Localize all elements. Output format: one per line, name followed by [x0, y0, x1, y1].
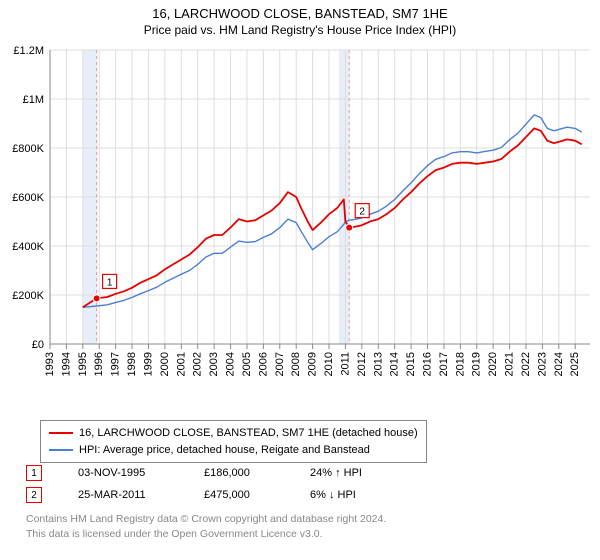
- table-row: 1 03-NOV-1995 £186,000 24% ↑ HPI: [26, 462, 390, 484]
- svg-text:2010: 2010: [323, 352, 335, 376]
- svg-text:£400K: £400K: [12, 241, 44, 253]
- svg-text:£1.2M: £1.2M: [13, 45, 44, 57]
- chart-title: 16, LARCHWOOD CLOSE, BANSTEAD, SM7 1HE: [0, 6, 600, 21]
- marker-date: 03-NOV-1995: [78, 467, 168, 479]
- svg-text:2013: 2013: [372, 352, 384, 376]
- svg-text:1995: 1995: [77, 352, 89, 376]
- marker-relative: 6% ↓ HPI: [310, 489, 390, 501]
- line-chart: £0 £200K £400K £600K £800K £1M £1.2M 1993 1994 19…: [0, 44, 600, 414]
- marker-price: £186,000: [204, 467, 274, 479]
- chart-area: £0 £200K £400K £600K £800K £1M £1.2M 1993 1994 19…: [0, 44, 600, 414]
- svg-text:2022: 2022: [520, 352, 532, 376]
- svg-text:£0: £0: [32, 339, 44, 351]
- svg-text:2025: 2025: [569, 352, 581, 376]
- legend-label: HPI: Average price, detached house, Reig…: [79, 442, 370, 459]
- svg-text:1998: 1998: [126, 352, 138, 376]
- svg-text:1994: 1994: [60, 352, 72, 376]
- legend-swatch: [49, 432, 73, 434]
- svg-text:2001: 2001: [175, 352, 187, 376]
- svg-text:£600K: £600K: [12, 192, 44, 204]
- svg-text:2024: 2024: [553, 352, 565, 376]
- svg-text:1: 1: [107, 277, 113, 288]
- marker-badge: 1: [26, 465, 42, 481]
- svg-text:2021: 2021: [504, 352, 516, 376]
- svg-text:1997: 1997: [110, 352, 122, 376]
- marker-price: £475,000: [204, 489, 274, 501]
- svg-text:2017: 2017: [438, 352, 450, 376]
- svg-text:£1M: £1M: [23, 94, 44, 106]
- svg-text:2019: 2019: [471, 352, 483, 376]
- footer: Contains HM Land Registry data © Crown c…: [26, 512, 386, 541]
- legend-label: 16, LARCHWOOD CLOSE, BANSTEAD, SM7 1HE (…: [79, 425, 418, 442]
- svg-text:1999: 1999: [142, 352, 154, 376]
- svg-text:2000: 2000: [159, 352, 171, 376]
- svg-text:1993: 1993: [44, 352, 56, 376]
- marker-badge: 2: [26, 487, 42, 503]
- svg-text:£800K: £800K: [12, 143, 44, 155]
- svg-text:2006: 2006: [257, 352, 269, 376]
- svg-text:2009: 2009: [307, 352, 319, 376]
- footer-line: This data is licensed under the Open Gov…: [26, 527, 386, 542]
- marker-table: 1 03-NOV-1995 £186,000 24% ↑ HPI 2 25-MA…: [26, 462, 390, 506]
- legend-row: 16, LARCHWOOD CLOSE, BANSTEAD, SM7 1HE (…: [49, 425, 418, 442]
- svg-text:2008: 2008: [290, 352, 302, 376]
- svg-text:2023: 2023: [536, 352, 548, 376]
- svg-text:1996: 1996: [93, 352, 105, 376]
- svg-text:2018: 2018: [454, 352, 466, 376]
- svg-text:2014: 2014: [389, 352, 401, 376]
- marker-relative: 24% ↑ HPI: [310, 467, 390, 479]
- svg-text:2007: 2007: [274, 352, 286, 376]
- svg-text:2016: 2016: [422, 352, 434, 376]
- table-row: 2 25-MAR-2011 £475,000 6% ↓ HPI: [26, 484, 390, 506]
- marker-date: 25-MAR-2011: [78, 489, 168, 501]
- legend-swatch: [49, 449, 73, 451]
- svg-text:2015: 2015: [405, 352, 417, 376]
- chart-subtitle: Price paid vs. HM Land Registry's House …: [0, 23, 600, 37]
- svg-text:2012: 2012: [356, 352, 368, 376]
- svg-text:2004: 2004: [225, 352, 237, 376]
- legend-row: HPI: Average price, detached house, Reig…: [49, 442, 418, 459]
- svg-text:2005: 2005: [241, 352, 253, 376]
- svg-text:£200K: £200K: [12, 290, 44, 302]
- svg-text:2011: 2011: [339, 352, 351, 376]
- svg-text:2002: 2002: [192, 352, 204, 376]
- svg-text:2: 2: [359, 207, 365, 218]
- svg-text:2003: 2003: [208, 352, 220, 376]
- footer-line: Contains HM Land Registry data © Crown c…: [26, 512, 386, 527]
- svg-text:2020: 2020: [487, 352, 499, 376]
- legend: 16, LARCHWOOD CLOSE, BANSTEAD, SM7 1HE (…: [40, 420, 427, 463]
